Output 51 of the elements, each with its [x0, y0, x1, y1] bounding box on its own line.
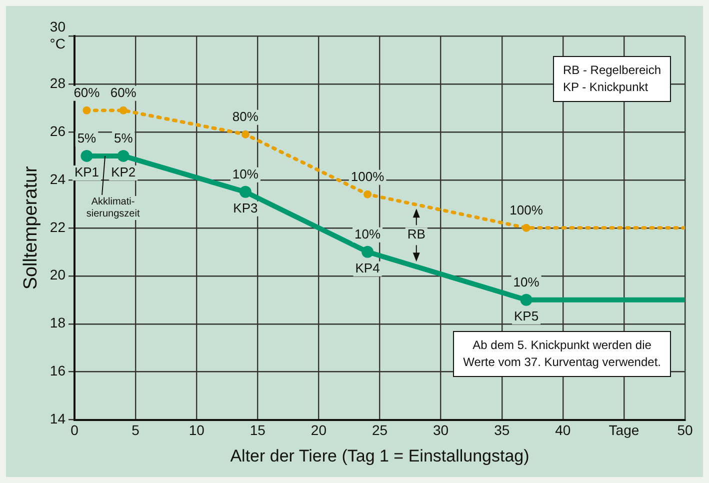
y-tick-label: 28 [50, 74, 66, 91]
x-tick-label: 25 [372, 422, 388, 438]
annotation: Akklimati- sierungszeit [86, 196, 140, 220]
annotation: RB [407, 226, 426, 242]
y-tick-label: 26 [50, 122, 66, 139]
annotation: 100% [350, 168, 385, 184]
x-tick-label: 35 [494, 422, 510, 438]
annotation: 5% [114, 130, 134, 146]
x-axis-title: Alter der Tiere (Tag 1 = Einstallungstag) [230, 446, 530, 466]
annotation: KP1 [74, 164, 100, 180]
y-tick-label: 20 [50, 266, 66, 283]
point [117, 150, 130, 162]
x-tick-label: 50 [677, 422, 693, 438]
point [364, 190, 372, 198]
y-axis-title: Solltemperatur [20, 165, 42, 290]
annotation: KP2 [111, 164, 136, 180]
x-tick-label: 0 [70, 422, 79, 438]
x-tick-label: 5 [132, 422, 140, 438]
x-tick-label: 40 [555, 422, 571, 438]
annotation: KP4 [355, 260, 380, 276]
point [241, 130, 250, 138]
annotation: 10% [513, 274, 540, 290]
annotation: KP3 [233, 200, 258, 216]
x-tick-label: Tage [608, 422, 640, 438]
annotation: 5% [77, 130, 97, 146]
point [522, 224, 530, 232]
point [239, 186, 252, 198]
point [119, 106, 128, 114]
point [80, 150, 93, 162]
y-tick-label: 16 [50, 362, 66, 379]
annotation: 10% [232, 166, 259, 182]
x-tick-label: 30 [433, 422, 449, 438]
y-tick-label: 22 [50, 218, 66, 235]
annotation: 60% [110, 84, 137, 100]
x-tick-label: 20 [310, 422, 327, 438]
point [362, 246, 374, 258]
y-tick-label: 24 [50, 170, 66, 187]
annotation: Ab dem 5. Knickpunkt werden die Werte vom 37. Kurventag verwendet. [453, 331, 671, 377]
annotation: 100% [510, 202, 544, 218]
annotation: 60% [74, 84, 100, 100]
y-tick-label: 18 [50, 314, 66, 331]
x-tick-label: 15 [250, 422, 266, 438]
y-tick-label: 14 [50, 410, 66, 427]
point [520, 294, 532, 306]
annotation: 80% [232, 108, 259, 124]
point [82, 106, 91, 114]
annotation: KP5 [514, 308, 539, 324]
x-tick-label: 10 [188, 422, 205, 438]
annotation: 10% [354, 226, 381, 242]
y-tick-label: 30 °C [50, 18, 66, 52]
annotation: RB - Regelbereich KP - Knickpunkt [552, 56, 671, 102]
